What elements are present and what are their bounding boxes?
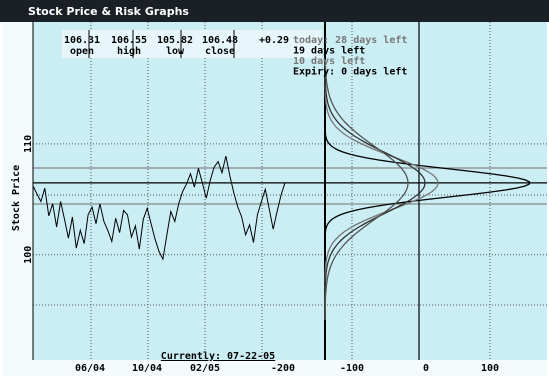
risk-tick-label: -100 <box>340 363 364 374</box>
legend-item: 19 days left <box>293 46 365 57</box>
window-title: Stock Price & Risk Graphs <box>28 5 189 18</box>
quote-value: 105.82 <box>157 35 193 46</box>
quote-label: open <box>70 46 94 57</box>
quote-label: low <box>166 46 185 57</box>
risk-curve <box>324 60 426 320</box>
current-date: Currently: 07-22-05 <box>161 351 275 362</box>
quote-box <box>62 30 322 58</box>
y-axis-title: Stock Price <box>10 165 22 231</box>
title-bar <box>0 0 549 22</box>
y-tick-label: 110 <box>23 135 34 153</box>
risk-tick-label: -200 <box>271 363 295 374</box>
x-tick-label: 06/04 <box>75 363 105 374</box>
quote-label: high <box>117 45 141 57</box>
quote-value: +0.29 <box>259 35 289 46</box>
risk-tick-label: 100 <box>481 363 499 374</box>
x-tick-label: 02/05 <box>190 363 220 374</box>
risk-tick-label: 0 <box>423 363 429 374</box>
price-line <box>32 155 286 261</box>
y-tick-label: 100 <box>23 246 34 264</box>
quote-label: close <box>205 46 235 57</box>
x-tick-label: 10/04 <box>132 363 162 374</box>
quote-value: 106.31 <box>64 35 100 46</box>
legend-item: today: 28 days left <box>293 35 407 46</box>
quote-value: 106.55 <box>111 35 147 46</box>
quote-value: 106.48 <box>202 35 238 46</box>
risk-curve <box>324 59 409 320</box>
legend-item: 10 days left <box>293 56 365 67</box>
legend-item: Expiry: 0 days left <box>293 66 407 78</box>
plot-area <box>33 22 547 360</box>
